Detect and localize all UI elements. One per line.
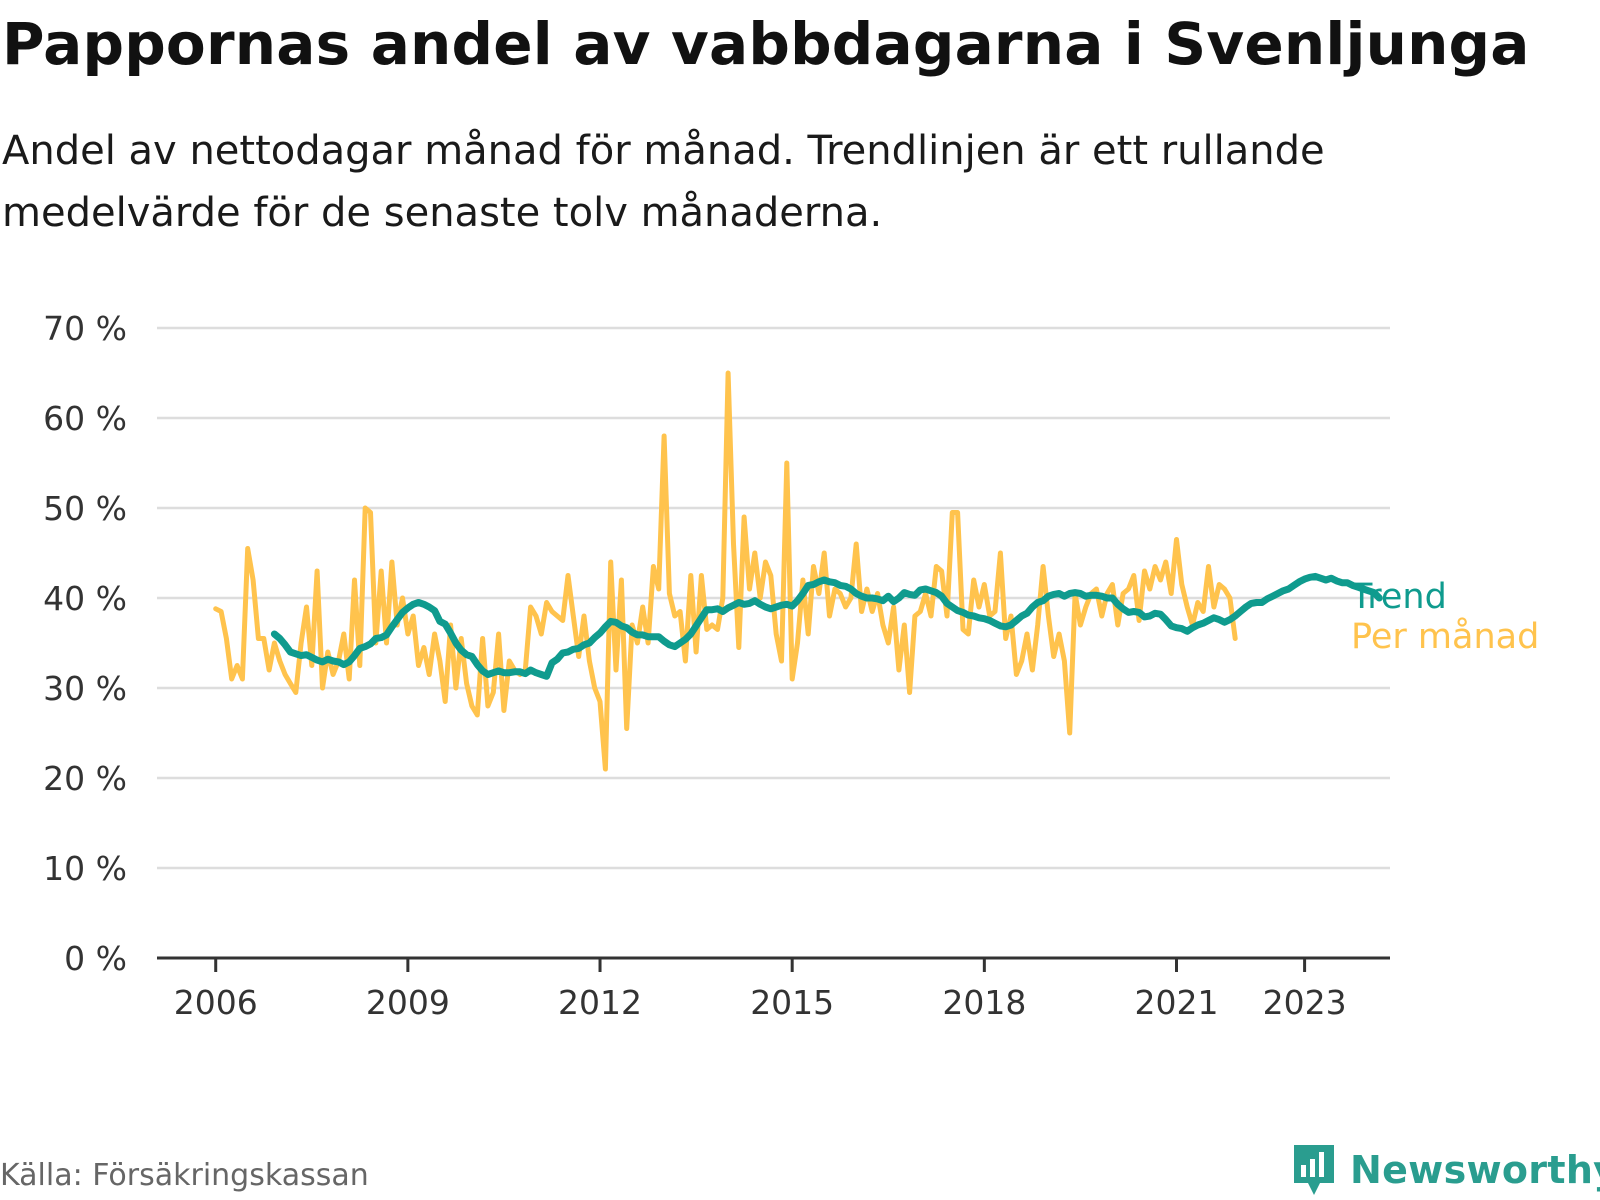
x-tick-label: 2009 xyxy=(366,983,450,1022)
x-tick-label: 2023 xyxy=(1263,983,1347,1022)
brand-name: Newsworthy xyxy=(1350,1148,1600,1192)
y-tick-label: 60 % xyxy=(43,399,127,438)
brand-logo: Newsworthy xyxy=(1290,1140,1600,1200)
y-tick-label: 50 % xyxy=(43,489,127,528)
series-line-per-manad xyxy=(213,370,1238,772)
source-note: Källa: Försäkringskassan xyxy=(0,1158,369,1193)
line-chart: 0 % 10 % 20 % 30 % 40 % 50 % 60 % 70 % 2006 2009… xyxy=(43,309,1539,1022)
y-tick-label: 30 % xyxy=(43,669,127,708)
x-tick-label: 2012 xyxy=(558,983,642,1022)
series-lines xyxy=(213,370,1383,772)
x-tick-label: 2015 xyxy=(750,983,834,1022)
chart-subtitle: Andel av nettodagar månad för månad. Tre… xyxy=(2,128,1325,236)
y-tick-label: 70 % xyxy=(43,309,127,348)
y-tick-label: 40 % xyxy=(43,579,127,618)
y-axis-ticks: 0 % 10 % 20 % 30 % 40 % 50 % 60 % 70 % xyxy=(43,309,127,978)
chart-title: Pappornas andel av vabbdagarna i Svenlju… xyxy=(2,10,1530,78)
x-tick-label: 2006 xyxy=(174,983,258,1022)
series-line-trend xyxy=(270,572,1383,680)
x-tick-label: 2021 xyxy=(1135,983,1219,1022)
series-label-per-manad: Per månad xyxy=(1351,616,1539,657)
y-tick-label: 20 % xyxy=(43,759,127,798)
y-tick-label: 0 % xyxy=(64,939,127,978)
series-label-trend: Trend xyxy=(1350,577,1447,617)
bar-chart-bubble-icon xyxy=(1294,1145,1334,1195)
x-tick-label: 2018 xyxy=(942,983,1026,1022)
y-tick-label: 10 % xyxy=(43,849,127,888)
x-axis: 2006 2009 2012 2015 2018 2021 2023 xyxy=(157,956,1390,1022)
